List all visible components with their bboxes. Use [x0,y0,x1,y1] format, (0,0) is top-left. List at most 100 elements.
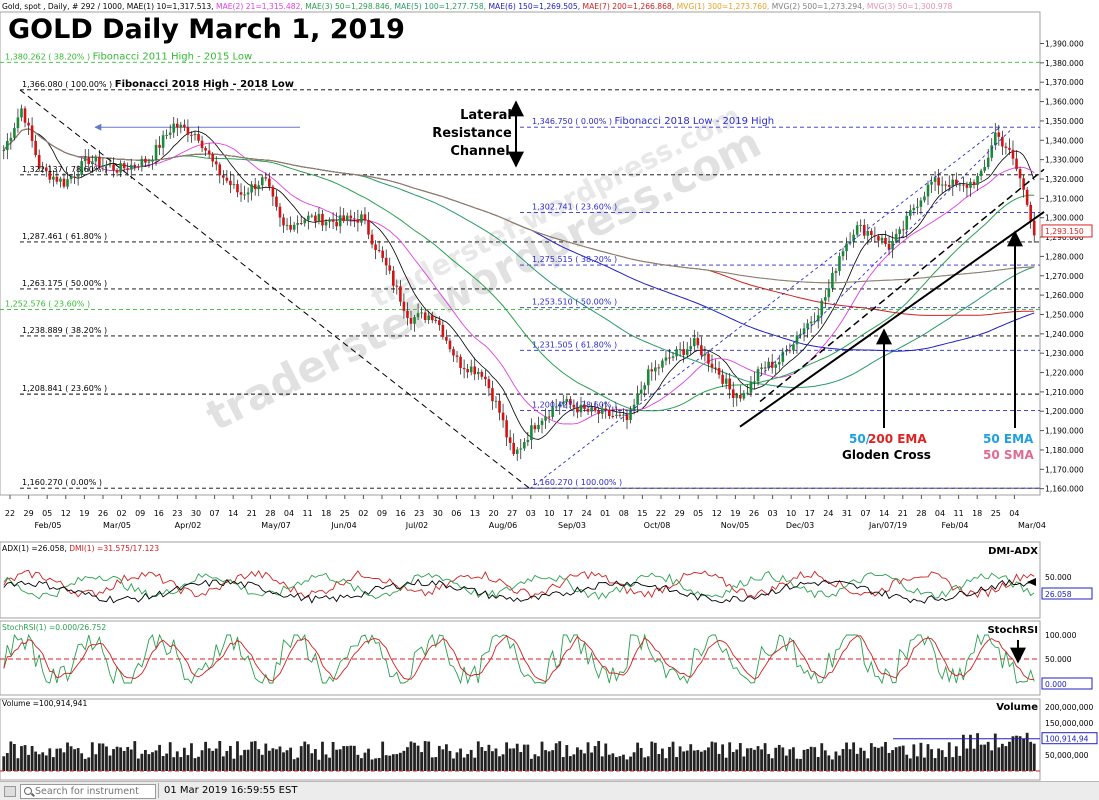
stochrsi-header-part: =0.000/26.752 [47,623,107,632]
volume-bar [756,746,760,771]
candle-body [962,184,965,186]
volume-bar [997,747,1001,771]
candle-body [391,270,395,286]
fibonacci-value: 1,275.515 ( 38.20% ) [532,255,617,264]
candle-body [2,150,6,152]
candle-body [944,184,948,186]
volume-bar [487,744,491,771]
volume-bar [292,759,296,771]
candle-body [770,361,774,368]
candle-body [448,340,452,350]
volume-bar [427,741,431,771]
volume-bar [923,757,926,771]
date-tick-label: 25 [991,509,1001,518]
date-tick-label: 28 [916,509,926,518]
volume-bar [161,756,165,771]
volume-bar [2,756,6,771]
fibonacci-caption: Fibonacci 2011 High - 2015 Low [93,51,253,62]
volume-bar [44,755,48,771]
candle-body [445,336,448,341]
fibonacci-value: 1,160.270 ( 0.00% ) [22,478,102,487]
volume-bar [473,757,477,771]
candle-body [13,128,16,138]
indicator-value: MAE(5) 100=1,277.758, [394,2,488,11]
volume-bar [62,752,66,771]
date-tick-label: 09 [377,509,387,518]
candle-body [374,244,377,251]
candle-body [416,313,420,318]
panel-toggle-icon[interactable] [4,786,16,797]
volume-bar [267,750,271,771]
volume-bar [572,754,576,771]
volume-bar [678,746,682,771]
volume-bar [887,752,891,771]
candle-body [480,371,484,377]
golden-cross-label: 50/ 200 EMA Gloden Cross [842,432,931,462]
chart-title: GOLD Daily March 1, 2019 [8,14,405,45]
date-tick-label: 04 [1009,509,1019,518]
candle-body [250,184,253,193]
candle-body [898,229,901,234]
volume-bar [434,757,438,771]
candle-body [158,144,161,148]
volume-bar [643,757,647,771]
volume-bar [423,741,427,771]
price-tick-label: 1,160.000 [1045,485,1084,494]
date-month-label: Sep/03 [558,521,586,530]
lateral-label-line2: Resistance [432,126,512,141]
search-input[interactable] [35,785,151,797]
fibonacci-level-label: 1,160.270 ( 100.00% ) [532,478,622,487]
candle-body [862,224,866,236]
volume-bar [94,754,98,771]
volume-bar [374,758,377,771]
candle-body [668,357,671,359]
volume-bar [285,750,289,771]
candle-body [172,123,176,133]
instrument-search[interactable] [20,784,156,799]
volume-bar [498,756,501,771]
volume-bar [207,748,211,771]
volume-bar [908,758,912,771]
candle-body [105,164,108,166]
volume-bar [122,750,126,771]
volume-bar [947,742,951,771]
ema-sma-label: 50 EMA 50 SMA [983,432,1034,462]
volume-bar [604,743,608,771]
candle-body [530,425,533,440]
fibonacci-level-label: 1,380.262 ( 38.20% ) Fibonacci 2011 High… [5,51,252,62]
volume-bar [869,743,873,771]
candle-body [887,243,891,250]
volume-bar [466,754,470,771]
candle-body [884,237,887,244]
volume-bar [845,742,848,771]
volume-bar [483,750,487,771]
candle-body [600,408,604,414]
volume-bar [112,749,115,771]
candle-body [476,371,480,375]
fibonacci-level-label: 1,287.461 ( 61.80% ) [22,232,107,241]
fibonacci-value: 1,346.750 ( 0.00% ) [532,117,615,126]
date-tick-label: 12 [61,509,71,518]
date-month-label: Feb/05 [34,521,61,530]
date-tick-label: 31 [842,509,852,518]
candle-body [678,349,682,351]
dmi-line [3,570,1035,601]
candle-body [1001,136,1004,147]
volume-bar [321,741,324,771]
candle-body [969,181,972,188]
volume-bar [480,747,484,771]
volume-bar [55,748,59,771]
date-month-label: Oct/08 [644,521,671,530]
volume-bar [777,744,781,771]
candle-body [880,237,884,241]
volume-bar [746,748,749,771]
candle-body [615,414,618,417]
date-tick-label: 24 [582,509,592,518]
volume-bar [848,749,852,771]
volume-bar [441,749,445,771]
volume-bar [360,758,363,771]
volume-bar [335,749,339,771]
candle-body [278,206,282,218]
candle-body [590,407,593,412]
date-tick-label: 13 [470,509,480,518]
